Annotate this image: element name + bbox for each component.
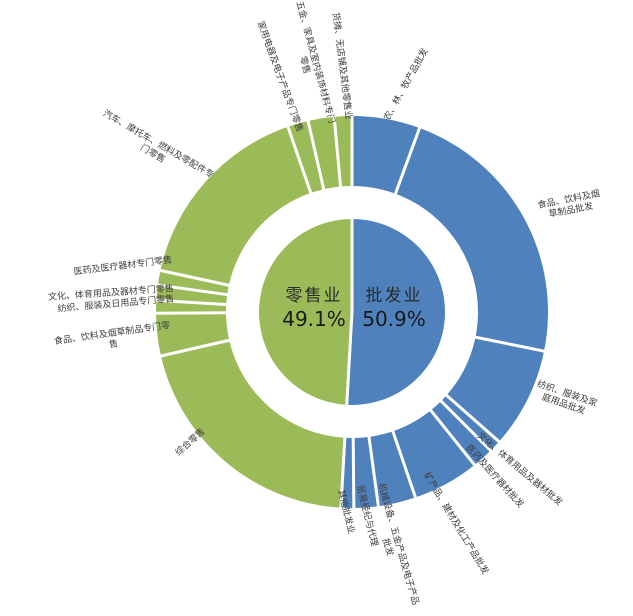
- outer-ring-segment-0: [352, 116, 420, 194]
- outer-ring-segment-16: [308, 116, 341, 190]
- segment-gap: [152, 298, 231, 307]
- outer-ring-segment-14: [160, 126, 311, 286]
- segment-gap: [153, 282, 232, 297]
- outer-ring-segment-12: [156, 284, 228, 305]
- outer-ring-segment-5: [392, 410, 475, 498]
- outer-ring-segment-9: [160, 340, 345, 508]
- retail-center-label: 零售业 49.1%: [282, 285, 346, 331]
- segment-gap: [392, 123, 423, 198]
- outer-ring-segment-15: [287, 120, 324, 193]
- segment-gap: [285, 122, 314, 198]
- segment-gap: [156, 268, 234, 288]
- segment-gap: [305, 116, 327, 194]
- segment-gap: [366, 432, 381, 511]
- wholesale-name: 批发业: [365, 286, 423, 306]
- outer-ring-segment-1: [395, 128, 548, 352]
- outer-ring-segment-10: [156, 312, 230, 356]
- outer-ring-segment-6: [368, 431, 416, 507]
- outer-ring-segment-7: [353, 436, 379, 508]
- outer-ring-segment-4: [430, 401, 491, 465]
- segment-gap: [437, 397, 495, 455]
- outer-ring-segment-3: [441, 395, 500, 451]
- inner-pie-retail: [258, 219, 352, 405]
- segment-gap: [156, 337, 234, 359]
- outer-ring-segment-17: [334, 116, 352, 187]
- outer-ring-segment-13: [157, 270, 229, 295]
- wholesale-center-label: 批发业 50.9%: [362, 285, 426, 331]
- retail-name: 零售业: [285, 286, 343, 306]
- segment-gap: [390, 426, 419, 502]
- segment-gap: [339, 433, 347, 512]
- wholesale-percent: 50.9%: [362, 307, 426, 331]
- segment-gap: [442, 391, 504, 446]
- segment-gap: [332, 112, 343, 191]
- inner-pie-wholesale: [346, 219, 445, 405]
- segment-gap: [471, 334, 549, 354]
- segment-gap: [427, 406, 479, 470]
- segment-gap: [351, 433, 356, 513]
- retail-percent: 49.1%: [282, 307, 346, 331]
- segment-gap: [345, 311, 354, 407]
